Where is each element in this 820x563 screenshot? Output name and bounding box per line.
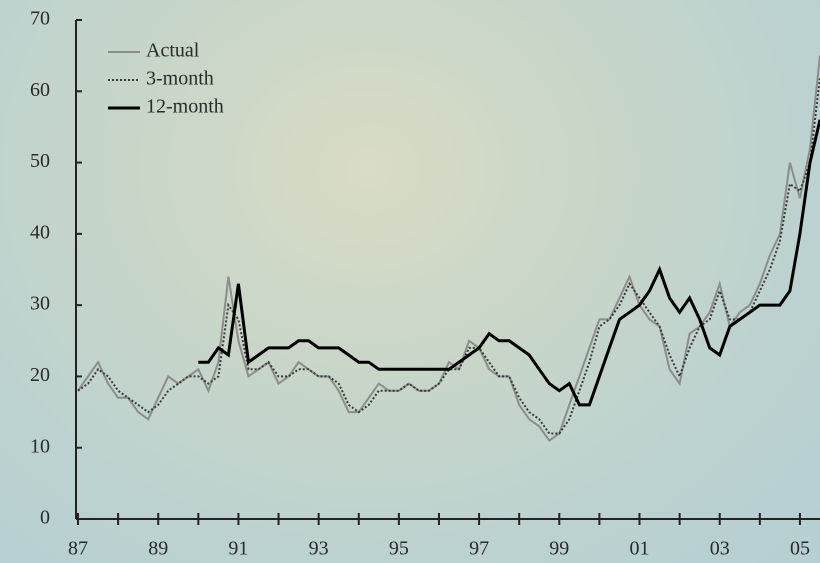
y-tick-label: 50 [30, 150, 50, 172]
y-tick-label: 0 [40, 507, 50, 529]
page: 0 10 20 30 40 50 60 70 87 89 91 93 95 97 99 01 03 05 Actua… [0, 0, 820, 563]
x-tick-label: 87 [68, 538, 88, 560]
series-line [198, 120, 820, 405]
y-tick-label: 60 [30, 79, 50, 101]
x-tick-label: 93 [309, 538, 329, 560]
legend-label: 12-month [146, 96, 224, 118]
y-tick-label: 70 [30, 8, 50, 30]
y-tick-label: 30 [30, 293, 50, 315]
x-tick-label: 05 [790, 538, 810, 560]
x-tick-label: 95 [389, 538, 409, 560]
legend-label: Actual [146, 40, 200, 62]
y-tick-label: 20 [30, 364, 50, 386]
chart: 0 10 20 30 40 50 60 70 87 89 91 93 95 97 99 01 03 05 Actua… [0, 0, 820, 563]
y-tick-label: 40 [30, 221, 50, 243]
x-tick-label: 03 [710, 538, 730, 560]
x-tick-label: 99 [549, 538, 569, 560]
y-tick-label: 10 [30, 435, 50, 457]
legend-label: 3-month [146, 68, 214, 90]
x-tick-label: 01 [630, 538, 650, 560]
series-line [78, 77, 820, 434]
x-tick-label: 91 [228, 538, 248, 560]
x-tick-label: 89 [148, 538, 168, 560]
x-tick-label: 97 [469, 538, 489, 560]
